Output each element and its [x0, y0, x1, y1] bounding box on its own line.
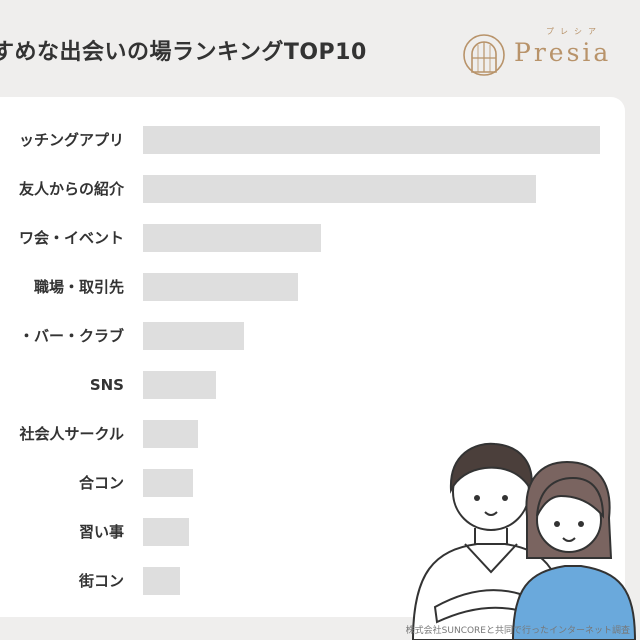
category-label: ・バー・クラブ [18, 327, 124, 345]
bar [143, 126, 600, 154]
source-credit: 株式会社SUNCOREと共同で行ったインターネット調査 [405, 626, 630, 636]
bar [143, 322, 244, 350]
bar [143, 371, 217, 399]
bar [143, 273, 299, 301]
category-label: 社会人サークル [19, 425, 124, 443]
bar [143, 518, 189, 546]
bar [143, 567, 180, 595]
category-label: ッチングアプリ [18, 131, 124, 149]
bar [143, 469, 194, 497]
category-label: 習い事 [78, 523, 124, 541]
brand-logo: プレシア Presia [462, 27, 637, 82]
bar [143, 175, 537, 203]
couple-illustration [411, 442, 637, 640]
category-label: 合コン [78, 474, 124, 492]
category-label: ワ会・イベント [18, 229, 124, 247]
chart-title: すめな出会いの場ランキングTOP10 [0, 40, 367, 65]
category-label: 職場・取引先 [33, 278, 124, 296]
brand-ruby: プレシア [546, 27, 602, 36]
arch-window-icon [463, 34, 505, 76]
brand-name: Presia [514, 38, 612, 67]
bar [143, 224, 322, 252]
category-label: 友人からの紹介 [18, 180, 124, 198]
category-label: SNS [89, 376, 124, 394]
bar [143, 420, 198, 448]
category-label: 街コン [78, 572, 124, 590]
